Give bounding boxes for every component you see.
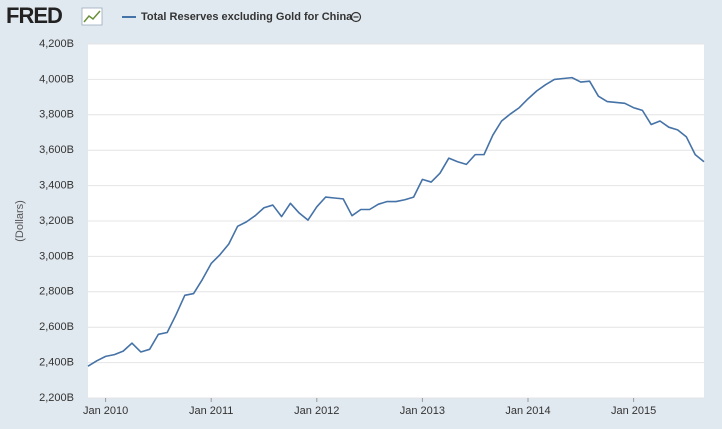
y-tick-label: 2,800B xyxy=(39,286,74,298)
y-axis-label: (Dollars) xyxy=(14,200,26,242)
y-tick-label: 4,200B xyxy=(39,38,74,50)
info-icon[interactable] xyxy=(350,11,362,23)
x-tick-label: Jan 2010 xyxy=(83,405,128,417)
y-tick-label: 4,000B xyxy=(39,73,74,85)
x-tick-label: Jan 2011 xyxy=(189,405,233,417)
x-tick-label: Jan 2012 xyxy=(294,405,339,417)
x-tick-label: Jan 2015 xyxy=(611,405,656,417)
y-tick-label: 2,600B xyxy=(39,321,74,333)
x-tick-label: Jan 2013 xyxy=(400,405,445,417)
y-tick-label: 2,400B xyxy=(39,357,74,369)
y-tick-label: 3,000B xyxy=(39,250,74,262)
y-tick-label: 3,800B xyxy=(39,109,74,121)
data-line xyxy=(87,76,705,367)
y-tick-label: 3,400B xyxy=(39,180,74,192)
logo[interactable]: FRED xyxy=(6,3,63,28)
y-tick-label: 2,200B xyxy=(39,392,74,404)
y-tick-label: 3,600B xyxy=(39,144,74,156)
y-tick-label: 3,200B xyxy=(39,215,74,227)
legend-label: Total Reserves excluding Gold for China xyxy=(141,11,353,23)
logo-icon xyxy=(81,7,103,26)
x-tick-label: Jan 2014 xyxy=(505,405,550,417)
